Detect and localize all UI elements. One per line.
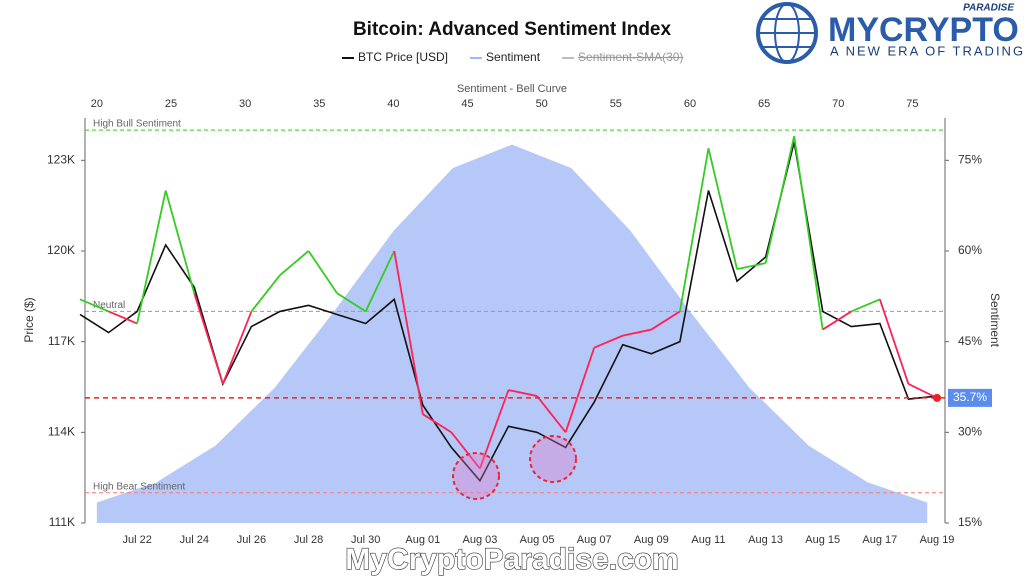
sentiment-segment	[79, 298, 109, 313]
watermark: MyCryptoParadise.com	[345, 543, 678, 576]
x-tick-label: Aug 05	[520, 534, 555, 546]
sentiment-segment	[250, 274, 281, 312]
top-tick-label: 25	[165, 98, 177, 110]
legend-item: Sentiment-SMA(30)	[562, 50, 683, 64]
highlight-circle	[452, 452, 500, 500]
y-tick-label: 111K	[49, 515, 75, 529]
plot-area: 111K 114K 117K 120K 123K 15% 30% 45% 60% 75% 20 25 3…	[47, 98, 992, 546]
legend-item: Sentiment	[470, 50, 541, 64]
top-tick-label: 60	[684, 98, 696, 110]
y-tick-label: 117K	[48, 334, 75, 348]
sentiment-segment	[736, 262, 766, 270]
reference-label: High Bear Sentiment	[93, 481, 185, 492]
x-tick-label: Aug 17	[862, 534, 897, 546]
sentiment-segment	[221, 311, 253, 385]
x-tick-label: Aug 13	[748, 534, 783, 546]
top-tick-label: 30	[239, 98, 251, 110]
chart-title: Bitcoin: Advanced Sentiment Index	[353, 19, 672, 40]
legend-label: BTC Price [USD]	[358, 50, 448, 64]
x-tick-label: Jul 24	[180, 534, 209, 546]
bell-curve	[96, 144, 928, 523]
highlight-circle	[529, 435, 577, 483]
sentiment-segment	[193, 293, 224, 385]
x-tick-label: Jul 30	[351, 534, 380, 546]
top-tick-label: 75	[906, 98, 918, 110]
sentiment-segment	[564, 347, 596, 433]
x-tick-label: Jul 26	[237, 534, 266, 546]
sentiment-segment	[136, 190, 167, 324]
legend-item: BTC Price [USD]	[342, 50, 448, 64]
logo-slogan: A NEW ERA OF TRADING	[830, 43, 1024, 58]
sentiment-segment	[593, 334, 624, 349]
sentiment-segment	[793, 136, 824, 330]
x-tick-label: Jul 22	[122, 534, 151, 546]
sentiment-segment	[536, 395, 567, 433]
sentiment-segment	[450, 431, 481, 470]
legend-label: Sentiment-SMA(30)	[578, 50, 683, 64]
x-tick-label: Aug 11	[691, 534, 725, 546]
sentiment-segment	[393, 250, 424, 415]
reference-label: Neutral	[93, 300, 125, 311]
x-tick-label: Aug 07	[577, 534, 612, 546]
x-tick-label: Jul 28	[294, 534, 323, 546]
reference-label: High Bull Sentiment	[93, 119, 181, 130]
sentiment-segment	[422, 413, 452, 434]
top-tick-label: 50	[536, 98, 548, 110]
y-tick-label: 114K	[48, 425, 75, 439]
sentiment-segment	[508, 389, 538, 397]
logo-name: MYCRYPTO	[828, 11, 1019, 49]
current-label: 35.7%	[953, 390, 987, 404]
current-badge	[948, 388, 992, 407]
sentiment-segment	[679, 148, 710, 312]
top-tick-label: 35	[313, 98, 325, 110]
logo: MYCRYPTO PARADISE A NEW ERA OF TRADING	[756, 2, 1024, 64]
current-dot	[933, 393, 941, 402]
sentiment-segment	[908, 383, 938, 399]
top-axis-title: Sentiment - Bell Curve	[457, 83, 567, 95]
y2-tick-label: 30%	[958, 425, 982, 439]
sentiment-segment	[879, 299, 910, 385]
sentiment-segment	[650, 310, 681, 331]
sentiment-segment	[850, 298, 881, 313]
sentiment-segment	[364, 250, 396, 312]
top-tick-label: 55	[610, 98, 622, 110]
sentiment-segment	[707, 148, 738, 270]
y2-tick-label: 60%	[958, 243, 982, 257]
top-tick-label: 45	[461, 98, 473, 110]
sentiment-segment	[164, 190, 196, 294]
y-tick-label: 120K	[47, 243, 75, 257]
top-tick-label: 65	[758, 98, 770, 110]
y2-axis-title: Sentiment	[988, 293, 1002, 348]
top-tick-label: 70	[832, 98, 844, 110]
top-tick-label: 40	[387, 98, 399, 110]
y2-tick-label: 45%	[958, 334, 982, 348]
sentiment-segment	[108, 310, 138, 325]
y2-tick-label: 75%	[958, 152, 982, 166]
sentiment-segment	[822, 310, 852, 331]
y-tick-label: 123K	[47, 152, 75, 166]
x-tick-label: Aug 15	[805, 534, 840, 546]
sentiment-segment	[764, 135, 796, 264]
sentiment-segment	[307, 250, 338, 294]
sentiment-segment	[336, 292, 367, 313]
x-tick-label: Aug 19	[920, 534, 955, 546]
x-tick-label: Aug 01	[405, 534, 440, 546]
sentiment-segment	[622, 328, 652, 337]
x-tick-label: Aug 03	[462, 534, 497, 546]
y2-tick-label: 15%	[958, 515, 982, 529]
y-axis-title: Price ($)	[22, 297, 36, 342]
legend-label: Sentiment	[486, 50, 541, 64]
logo-tag: PARADISE	[963, 3, 1014, 14]
x-tick-label: Aug 09	[634, 534, 669, 546]
sentiment-segment	[479, 389, 510, 469]
sentiment-segment	[279, 250, 310, 276]
top-tick-label: 20	[91, 98, 103, 110]
